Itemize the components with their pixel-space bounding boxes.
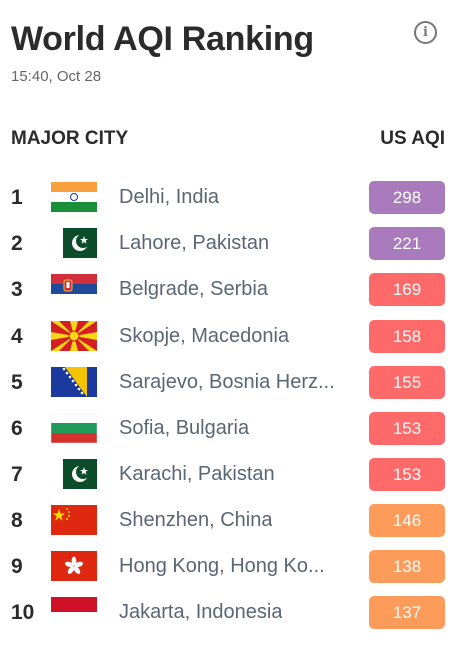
city-name[interactable]: Sofia, Bulgaria (119, 417, 250, 439)
table-row[interactable]: 4 Skopje, Macedonia 158 (0, 317, 463, 363)
table-row[interactable]: 2 Lahore, Pakistan 221 (0, 224, 463, 270)
aqi-badge: 298 (369, 181, 445, 214)
city-name[interactable]: Skopje, Macedonia (119, 325, 290, 347)
page-title: World AQI Ranking (11, 20, 314, 58)
city-name[interactable]: Shenzhen, China (119, 509, 273, 531)
aqi-badge: 158 (369, 320, 445, 353)
indonesia-flag-icon (51, 597, 97, 627)
info-icon[interactable]: i (414, 21, 437, 44)
rank-number: 5 (11, 371, 23, 394)
city-name[interactable]: Lahore, Pakistan (119, 232, 270, 254)
rank-number: 6 (11, 417, 23, 440)
table-row[interactable]: 5 Sarajevo, Bosnia Herz... 155 (0, 363, 463, 409)
rank-number: 2 (11, 232, 23, 255)
table-row[interactable]: 7 Karachi, Pakistan 153 (0, 455, 463, 501)
aqi-badge: 137 (369, 596, 445, 629)
aqi-badge: 221 (369, 227, 445, 260)
table-row[interactable]: 9 Hong Kong, Hong Ko... 138 (0, 547, 463, 593)
hongkong-flag-icon (51, 551, 97, 581)
pakistan-flag-icon (51, 459, 97, 489)
table-row[interactable]: 10 Jakarta, Indonesia 137 (0, 593, 463, 639)
table-row[interactable]: 8 Shenzhen, China 146 (0, 501, 463, 547)
china-flag-icon (51, 505, 97, 535)
timestamp: 15:40, Oct 28 (11, 68, 102, 85)
city-name[interactable]: Karachi, Pakistan (119, 463, 275, 485)
rank-number: 8 (11, 509, 23, 532)
table-row[interactable]: 1 Delhi, India 298 (0, 178, 463, 224)
city-name[interactable]: Delhi, India (119, 186, 220, 208)
rank-number: 4 (11, 325, 23, 348)
bosnia-flag-icon (51, 367, 97, 397)
macedonia-flag-icon (51, 321, 97, 351)
rank-number: 10 (11, 601, 35, 624)
rank-number: 1 (11, 186, 23, 209)
rank-number: 7 (11, 463, 23, 486)
column-header-aqi: US AQI (380, 128, 445, 149)
rank-number: 3 (11, 278, 23, 301)
column-header-city: MAJOR CITY (11, 128, 129, 149)
serbia-flag-icon (51, 274, 97, 304)
aqi-badge: 169 (369, 273, 445, 306)
pakistan-flag-icon (51, 228, 97, 258)
city-name[interactable]: Sarajevo, Bosnia Herz... (119, 371, 335, 393)
aqi-badge: 153 (369, 412, 445, 445)
city-name[interactable]: Jakarta, Indonesia (119, 601, 283, 623)
aqi-badge: 138 (369, 550, 445, 583)
bulgaria-flag-icon (51, 413, 97, 443)
india-flag-icon (51, 182, 97, 212)
aqi-badge: 146 (369, 504, 445, 537)
rank-number: 9 (11, 555, 23, 578)
city-name[interactable]: Hong Kong, Hong Ko... (119, 555, 325, 577)
table-row[interactable]: 6 Sofia, Bulgaria 153 (0, 409, 463, 455)
table-row[interactable]: 3 Belgrade, Serbia 169 (0, 270, 463, 316)
city-name[interactable]: Belgrade, Serbia (119, 278, 268, 300)
aqi-badge: 153 (369, 458, 445, 491)
aqi-badge: 155 (369, 366, 445, 399)
